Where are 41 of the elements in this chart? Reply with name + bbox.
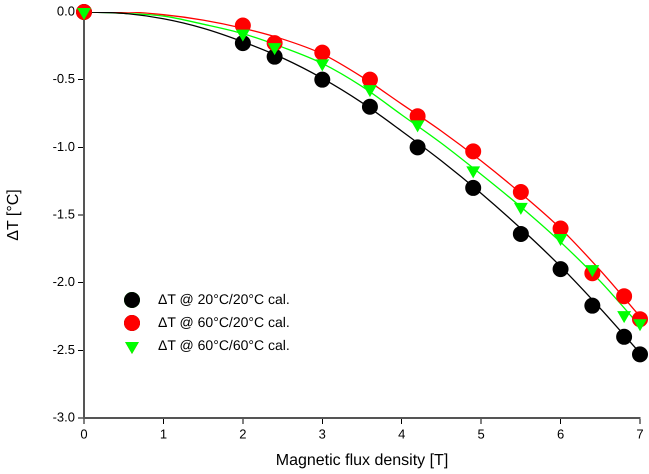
point [316,59,329,71]
point [314,72,330,88]
y-tick-label: -1.0 [52,138,75,154]
point [466,166,480,178]
point [77,8,91,20]
y-axis-title: ΔT [°C] [5,189,22,241]
point [632,346,648,362]
point [362,98,378,115]
point [314,44,330,61]
point [616,328,632,345]
y-tick-label: -3.0 [52,410,75,425]
point [512,184,529,200]
point [411,120,424,132]
point [236,30,250,42]
y-tick-label: -2.5 [52,342,75,357]
legend-label: ΔT @ 20°C/20°C cal. [158,290,290,307]
legend-label: ΔT @ 60°C/20°C cal. [158,314,290,330]
y-tick-label: -0.5 [52,71,75,86]
x-tick-label: 1 [160,426,168,442]
x-tick-label: 7 [636,426,644,442]
point [584,298,600,314]
y-tick-label: -2.0 [52,274,75,290]
point [363,85,377,97]
point [616,288,632,304]
point [268,43,282,55]
x-axis-title: Magnetic flux density [T] [276,452,448,469]
point [512,226,529,242]
point [410,139,426,156]
x-tick-label: 4 [398,426,406,442]
point [465,143,482,160]
legend-label: ΔT @ 60°C/60°C cal. [158,336,290,353]
point [465,180,482,196]
x-tick-label: 6 [556,426,564,442]
x-tick-label: 3 [318,426,326,442]
point [514,202,528,214]
x-tick-label: 2 [239,426,246,442]
point [552,261,569,278]
y-tick-label: 0.0 [56,4,75,19]
y-tick-label: -1.5 [52,206,75,222]
x-tick-label: 5 [478,426,485,442]
x-tick-label: 0 [80,426,88,442]
